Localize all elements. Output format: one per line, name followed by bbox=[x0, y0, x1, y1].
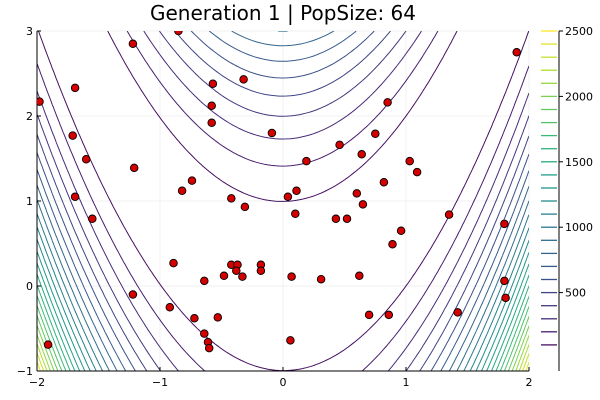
data-point bbox=[232, 266, 241, 275]
x-tick-label: 2 bbox=[526, 376, 533, 389]
contour-line bbox=[37, 31, 529, 371]
contour-line bbox=[37, 226, 529, 371]
data-point bbox=[129, 163, 139, 173]
data-point bbox=[239, 75, 248, 84]
data-point bbox=[342, 214, 352, 224]
data-point bbox=[165, 303, 175, 312]
colorbar: 500 1000 1500 2000 2500 bbox=[541, 25, 593, 371]
data-point bbox=[204, 343, 214, 353]
data-point bbox=[352, 189, 362, 198]
data-point bbox=[37, 97, 44, 106]
colorbar-tick-label: 500 bbox=[565, 287, 586, 300]
contour-line bbox=[37, 295, 529, 371]
data-point bbox=[68, 131, 77, 140]
contour-line bbox=[37, 213, 529, 371]
chart-title: Generation 1 | PopSize: 64 bbox=[150, 1, 416, 25]
contour-line bbox=[37, 284, 529, 371]
x-tick-label: −1 bbox=[152, 376, 168, 389]
data-point bbox=[177, 186, 187, 196]
contour-line bbox=[37, 31, 529, 371]
data-point bbox=[388, 240, 397, 249]
contour-line bbox=[37, 325, 529, 371]
data-point bbox=[396, 226, 406, 236]
data-point bbox=[207, 101, 216, 111]
contour-line bbox=[37, 31, 529, 371]
data-point bbox=[384, 310, 394, 320]
y-tick-label: 1 bbox=[26, 195, 33, 208]
data-point bbox=[169, 258, 178, 268]
data-point bbox=[256, 266, 266, 275]
data-point bbox=[331, 214, 341, 224]
data-point bbox=[81, 155, 91, 164]
data-point bbox=[500, 276, 509, 286]
data-point bbox=[444, 210, 454, 219]
x-tick-label: 1 bbox=[403, 376, 410, 389]
contour-line bbox=[37, 334, 529, 371]
data-point bbox=[283, 192, 293, 202]
data-point bbox=[208, 79, 218, 88]
data-point bbox=[43, 340, 53, 349]
colorbar-tick-label: 2000 bbox=[565, 90, 593, 103]
data-point bbox=[371, 129, 380, 139]
data-point bbox=[213, 313, 223, 322]
y-tick-label: 2 bbox=[26, 110, 33, 123]
colorbar-tick-label: 1000 bbox=[565, 221, 593, 234]
contour-line bbox=[37, 251, 529, 371]
data-point bbox=[291, 209, 300, 219]
data-point bbox=[200, 276, 209, 286]
x-tick-label: 0 bbox=[280, 376, 287, 389]
data-point bbox=[287, 272, 296, 281]
y-tick-label: 3 bbox=[26, 25, 33, 38]
data-point bbox=[219, 271, 229, 281]
data-point bbox=[128, 290, 138, 299]
data-point bbox=[128, 39, 138, 49]
data-point bbox=[357, 150, 366, 159]
colorbar-tick-label: 2500 bbox=[565, 25, 593, 38]
data-point bbox=[405, 156, 414, 166]
contour-line bbox=[37, 31, 529, 371]
data-point bbox=[383, 98, 392, 107]
data-point bbox=[512, 48, 521, 57]
data-point bbox=[412, 167, 422, 177]
scatter-points bbox=[37, 31, 521, 353]
data-point bbox=[355, 271, 364, 281]
data-point bbox=[364, 310, 374, 320]
x-tick-label: −2 bbox=[29, 376, 45, 389]
data-point bbox=[302, 156, 311, 166]
data-point bbox=[358, 200, 368, 209]
data-point bbox=[286, 336, 295, 345]
colorbar-tick-label: 1500 bbox=[565, 156, 593, 169]
contour-line bbox=[37, 262, 529, 371]
data-point bbox=[267, 128, 277, 138]
contour-lines bbox=[37, 31, 529, 371]
data-point bbox=[70, 192, 80, 202]
data-point bbox=[453, 308, 462, 317]
data-point bbox=[207, 118, 216, 128]
contour-line bbox=[37, 274, 529, 371]
contour-line bbox=[37, 31, 529, 371]
data-point bbox=[335, 140, 344, 150]
contour-line bbox=[37, 31, 529, 371]
data-point bbox=[240, 202, 250, 212]
y-tick-label: 0 bbox=[26, 280, 33, 293]
data-point bbox=[70, 83, 80, 93]
data-point bbox=[227, 194, 236, 203]
data-point bbox=[174, 31, 183, 36]
contour-line bbox=[37, 305, 529, 371]
contour-line bbox=[37, 343, 529, 371]
data-point bbox=[292, 186, 301, 196]
data-point bbox=[501, 293, 510, 303]
data-point bbox=[238, 272, 247, 281]
data-point bbox=[200, 329, 209, 338]
data-point bbox=[88, 214, 97, 224]
data-point bbox=[379, 178, 389, 187]
y-tick-label: −1 bbox=[17, 365, 33, 378]
contour-line bbox=[37, 31, 529, 371]
data-point bbox=[190, 314, 199, 323]
data-point bbox=[316, 274, 326, 284]
data-point bbox=[500, 219, 509, 229]
data-point bbox=[187, 176, 197, 185]
